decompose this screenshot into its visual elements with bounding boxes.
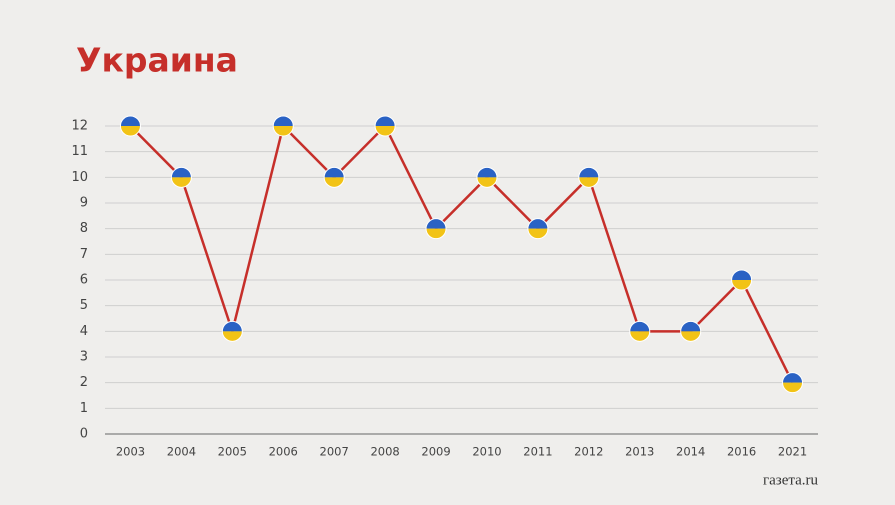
marker-outline bbox=[731, 269, 753, 291]
marker-top bbox=[782, 372, 803, 383]
marker bbox=[374, 115, 396, 137]
x-tick-label: 2006 bbox=[269, 445, 298, 459]
marker bbox=[221, 320, 243, 342]
source: газета.ru bbox=[763, 472, 819, 488]
marker-bottom bbox=[171, 177, 192, 188]
y-tick-label: 10 bbox=[71, 170, 88, 185]
x-tick-label: 2004 bbox=[167, 445, 196, 459]
marker bbox=[629, 320, 651, 342]
marker-top bbox=[476, 167, 497, 178]
marker-bottom bbox=[426, 228, 447, 239]
marker bbox=[578, 166, 600, 188]
marker bbox=[425, 218, 447, 240]
marker bbox=[731, 269, 753, 291]
marker bbox=[119, 115, 141, 137]
marker-outline bbox=[782, 372, 804, 394]
marker-bottom bbox=[680, 331, 701, 342]
marker-bottom bbox=[629, 331, 650, 342]
y-tick-label: 3 bbox=[80, 350, 88, 365]
marker-bottom bbox=[120, 126, 141, 136]
marker-bottom bbox=[324, 177, 345, 188]
marker-outline bbox=[629, 320, 651, 342]
marker bbox=[680, 320, 702, 342]
y-tick-label: 5 bbox=[80, 298, 88, 313]
marker-outline bbox=[170, 166, 192, 188]
marker-outline bbox=[119, 115, 141, 137]
x-tick-label: 2016 bbox=[727, 445, 756, 459]
y-tick-label: 1 bbox=[80, 401, 88, 416]
marker-bottom bbox=[222, 331, 243, 342]
chart-title: Украина bbox=[76, 41, 238, 80]
x-tick-label: 2005 bbox=[218, 445, 247, 459]
marker-outline bbox=[323, 166, 345, 188]
marker-outline bbox=[680, 320, 702, 342]
marker-bottom bbox=[527, 228, 548, 239]
marker-top bbox=[426, 218, 447, 229]
marker-outline bbox=[476, 166, 498, 188]
marker-top bbox=[527, 218, 548, 229]
marker bbox=[527, 218, 549, 240]
y-tick-label: 4 bbox=[80, 324, 88, 339]
marker-top bbox=[731, 270, 752, 280]
marker-outline bbox=[221, 320, 243, 342]
y-tick-label: 2 bbox=[80, 375, 88, 390]
marker bbox=[323, 166, 345, 188]
marker-bottom bbox=[476, 177, 497, 188]
x-tick-label: 2003 bbox=[116, 445, 145, 459]
y-tick-label: 11 bbox=[71, 144, 88, 159]
x-tick-label: 2010 bbox=[472, 445, 501, 459]
marker-outline bbox=[527, 218, 549, 240]
marker-outline bbox=[374, 115, 396, 137]
y-tick-label: 7 bbox=[80, 247, 88, 262]
y-tick-label: 0 bbox=[80, 427, 88, 442]
marker-outline bbox=[425, 218, 447, 240]
marker-bottom bbox=[578, 177, 599, 188]
x-tick-label: 2014 bbox=[676, 445, 705, 459]
marker-bottom bbox=[375, 126, 396, 136]
marker-outline bbox=[578, 166, 600, 188]
marker-bottom bbox=[782, 382, 803, 393]
marker-bottom bbox=[273, 126, 294, 136]
y-tick-label: 8 bbox=[80, 221, 88, 236]
marker bbox=[782, 372, 804, 394]
x-tick-label: 2013 bbox=[625, 445, 654, 459]
x-tick-label: 2008 bbox=[370, 445, 399, 459]
marker-top bbox=[324, 167, 345, 178]
marker-bottom bbox=[731, 280, 752, 290]
x-tick-label: 2009 bbox=[421, 445, 450, 459]
y-tick-label: 6 bbox=[80, 273, 88, 288]
marker-top bbox=[680, 321, 701, 332]
marker bbox=[170, 166, 192, 188]
x-tick-label: 2012 bbox=[574, 445, 603, 459]
x-tick-label: 2011 bbox=[523, 445, 552, 459]
y-tick-label: 9 bbox=[80, 196, 88, 211]
marker-top bbox=[273, 116, 294, 126]
x-tick-label: 2007 bbox=[320, 445, 349, 459]
marker-top bbox=[578, 167, 599, 178]
marker-outline bbox=[272, 115, 294, 137]
marker-top bbox=[171, 167, 192, 178]
y-tick-label: 12 bbox=[71, 119, 88, 134]
x-tick-label: 2021 bbox=[778, 445, 807, 459]
marker-top bbox=[120, 116, 141, 126]
marker-top bbox=[222, 321, 243, 332]
marker bbox=[272, 115, 294, 137]
marker bbox=[476, 166, 498, 188]
marker-top bbox=[375, 116, 396, 126]
marker-top bbox=[629, 321, 650, 332]
